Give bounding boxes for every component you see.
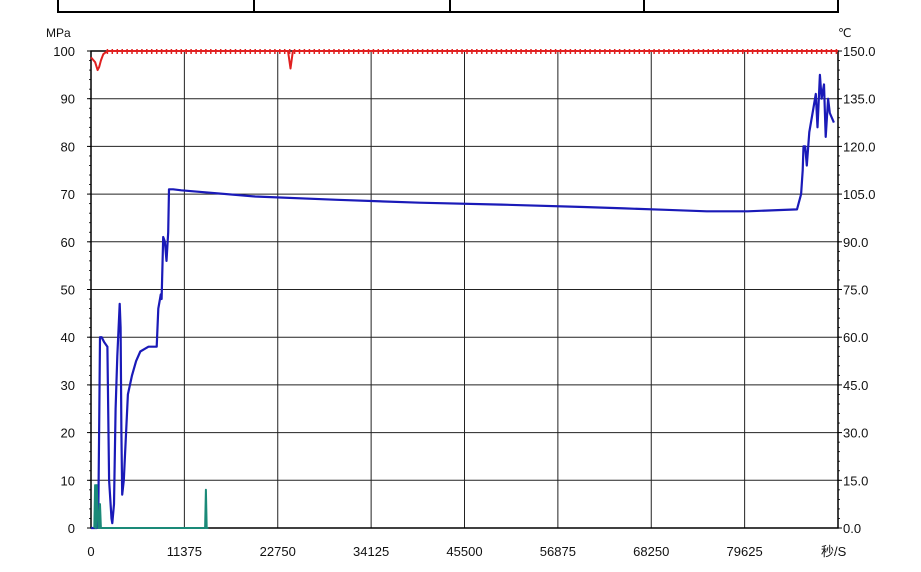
left-tick-label: 100 — [53, 44, 75, 59]
header-table-frame — [57, 0, 839, 13]
left-tick-label: 50 — [61, 283, 75, 298]
x-axis: 0 11375 22750 34125 45500 56875 68250 79625 — [87, 544, 762, 559]
x-tick-label: 0 — [87, 544, 94, 559]
right-tick-label: 135.0 — [843, 92, 876, 107]
right-tick-label: 15.0 — [843, 473, 868, 488]
left-tick-label: 30 — [61, 378, 75, 393]
x-tick-label: 68250 — [633, 544, 669, 559]
left-tick-label: 10 — [61, 473, 75, 488]
series-line-2-ripple — [106, 49, 838, 54]
x-tick-label: 11375 — [167, 544, 202, 559]
right-axis-unit: ℃ — [838, 26, 851, 40]
right-tick-label: 30.0 — [843, 426, 868, 441]
left-axis-unit: MPa — [46, 26, 71, 40]
x-tick-label: 22750 — [260, 544, 296, 559]
right-tick-label: 0.0 — [843, 521, 861, 536]
x-tick-label: 34125 — [353, 544, 389, 559]
x-tick-label: 45500 — [446, 544, 482, 559]
series-line-1 — [91, 73, 835, 530]
right-tick-label: 90.0 — [843, 235, 868, 250]
right-tick-label: 75.0 — [843, 283, 868, 298]
left-tick-label: 70 — [61, 187, 75, 202]
left-tick-label: 90 — [61, 92, 75, 107]
x-tick-label: 79625 — [727, 544, 763, 559]
left-tick-label: 40 — [61, 330, 75, 345]
series-line-3 — [93, 484, 209, 529]
left-tick-label: 20 — [61, 426, 75, 441]
left-tick-label: 0 — [68, 521, 75, 536]
right-tick-label: 150.0 — [843, 44, 876, 59]
series-line-2 — [90, 50, 838, 72]
left-tick-label: 80 — [61, 139, 75, 154]
right-tick-label: 60.0 — [843, 330, 868, 345]
x-axis-unit: 秒/S — [821, 544, 847, 559]
series-layer — [90, 49, 838, 530]
right-axis: 0.0 15.0 30.0 45.0 60.0 75.0 90.0 105.0 120.0 135… — [838, 44, 876, 536]
header-table — [57, 0, 839, 13]
right-tick-label: 105.0 — [843, 187, 876, 202]
right-tick-label: 120.0 — [843, 139, 876, 154]
left-axis: 0 10 20 30 40 50 60 70 80 90 100 — [53, 44, 91, 536]
grid — [90, 50, 838, 529]
x-tick-label: 56875 — [540, 544, 576, 559]
right-tick-label: 45.0 — [843, 378, 868, 393]
left-tick-label: 60 — [61, 235, 75, 250]
